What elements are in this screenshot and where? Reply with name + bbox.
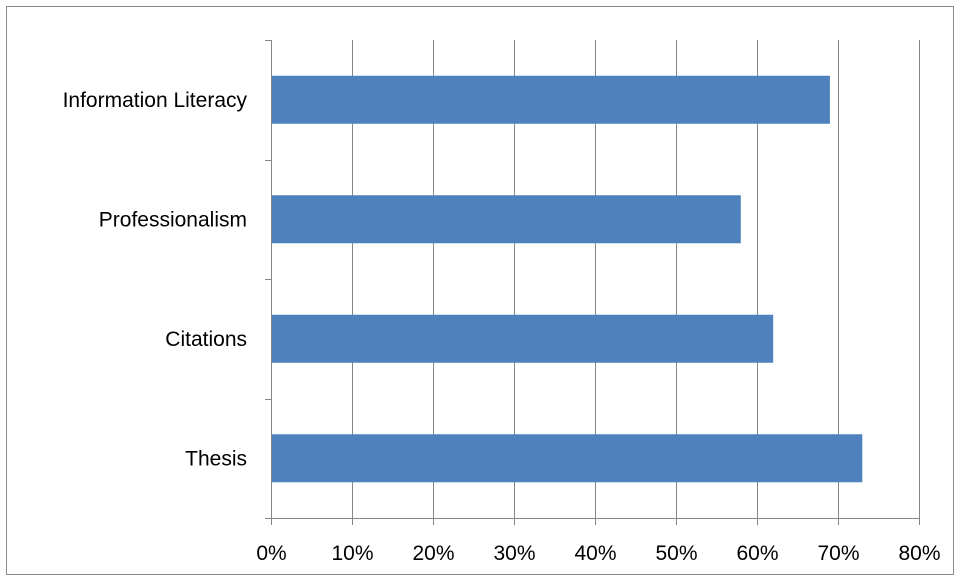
x-tick-label: 10% <box>331 542 373 565</box>
x-tick-label: 60% <box>736 542 778 565</box>
x-tick-label: 40% <box>574 542 616 565</box>
axes <box>265 40 920 525</box>
category-label: Information Literacy <box>63 89 248 112</box>
category-label: Thesis <box>185 447 247 470</box>
bar <box>272 314 774 363</box>
x-tick-label: 20% <box>412 542 454 565</box>
category-labels: Information Literacy Professionalism Citat… <box>63 89 248 471</box>
bars <box>272 75 863 483</box>
bar <box>272 434 863 483</box>
x-tick-labels: 0% 10% 20% 30% 40% 50% 60% 70% 80% <box>256 542 940 565</box>
x-tick-label: 30% <box>493 542 535 565</box>
x-tick-label: 80% <box>898 542 940 565</box>
category-label: Citations <box>165 328 247 351</box>
category-label: Professionalism <box>99 208 247 231</box>
x-tick-label: 50% <box>655 542 697 565</box>
x-tick-label: 0% <box>256 542 286 565</box>
bar <box>272 75 830 124</box>
x-tick-label: 70% <box>817 542 859 565</box>
bar <box>272 195 741 244</box>
